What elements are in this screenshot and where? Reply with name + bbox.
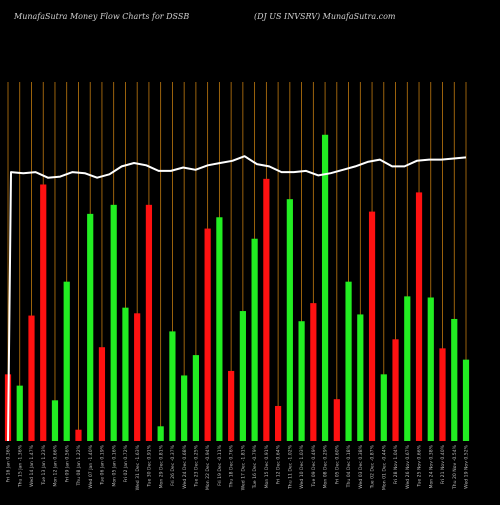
bar [462, 359, 470, 441]
x-tick-label: Wed 17 Dec -1.81% [240, 444, 246, 490]
x-tick-label: Mon 08 Dec 0.29% [323, 444, 329, 488]
x-tick-label: Thu 04 Dec 0.18% [346, 444, 352, 488]
x-tick-label: Fri 12 Dec 0.64% [276, 444, 282, 484]
bar [181, 375, 188, 441]
x-tick-label: Fri 26 Dec -0.37% [170, 444, 176, 485]
x-tick-label: Mon 24 Nov 0.38% [428, 444, 434, 488]
bar [298, 321, 305, 441]
x-tick-label: Mon 15 Dec 0.91% [264, 444, 270, 488]
bar [357, 314, 364, 441]
bar [310, 303, 317, 441]
x-tick-label: Wed 03 Dec 0.38% [358, 444, 364, 488]
x-tick-label: Fri 16 Jan 0.36% [6, 444, 12, 482]
x-tick-label: Wed 26 Nov 0.67% [405, 444, 411, 488]
chart-title: MunafaSutra Money Flow Charts for DSSB [14, 12, 190, 21]
x-tick-label: Wed 19 Nov 0.52% [464, 444, 470, 488]
x-tick-label: Tue 09 Dec 0.49% [311, 444, 317, 487]
bar [427, 297, 434, 441]
bar [28, 315, 35, 441]
x-tick-label: Mon 05 Jan 0.16% [111, 444, 117, 486]
x-tick-label: Tue 16 Dec -0.79% [252, 444, 258, 489]
bar [286, 199, 293, 441]
bar [439, 348, 446, 441]
bar [51, 400, 59, 441]
x-tick-label: Mon 29 Dec 0.81% [158, 444, 164, 488]
bar [63, 281, 70, 441]
x-tick-label: Wed 10 Dec 1.03% [299, 444, 305, 488]
bar [134, 313, 141, 441]
bar [368, 211, 376, 441]
x-tick-label: Tue 02 Dec -0.87% [370, 444, 376, 489]
bar [380, 374, 387, 441]
x-tick-label: Fri 09 Jan 0.56% [64, 444, 70, 482]
x-tick-label: Thu 15 Jan -1.36% [17, 444, 23, 488]
bar [451, 318, 458, 441]
bar [321, 134, 329, 441]
x-tick-label: Fri 19 Dec -0.11% [217, 444, 223, 485]
bar [239, 311, 246, 441]
bar [169, 331, 176, 441]
x-axis-labels: Fri 16 Jan 0.36% Thu 15 Jan -1.36% Wed 14 … [6, 444, 470, 490]
x-tick-label: Thu 18 Dec 0.76% [229, 444, 235, 488]
x-tick-label: Thu 08 Jan 1.22% [76, 444, 82, 486]
bar [216, 217, 223, 441]
x-tick-label: Wed 07 Jan -1.40% [88, 444, 94, 488]
bar [263, 178, 270, 441]
bar [333, 399, 340, 441]
x-tick-label: Thu 20 Nov -0.54% [452, 444, 458, 490]
bar [122, 307, 129, 441]
chart-source: (DJ US INVSRV) MunafaSutra.com [254, 12, 396, 21]
bar [75, 429, 82, 441]
bar [87, 213, 94, 441]
x-tick-label: Mon 12 Jan 0.66% [53, 444, 59, 486]
x-tick-label: Wed 31 Dec -1.63% [135, 444, 141, 490]
bar [40, 184, 47, 442]
x-tick-label: Tue 23 Dec 0.25% [193, 444, 199, 487]
bar [98, 347, 106, 441]
bar [404, 296, 411, 441]
bar [157, 426, 164, 441]
bar [110, 204, 117, 441]
x-tick-label: Tue 06 Jan 0.19% [100, 444, 106, 485]
x-tick-label: Fri 28 Nov 1.04% [393, 444, 399, 484]
x-tick-label: Tue 25 Nov 0.66% [417, 444, 423, 487]
bar [275, 405, 282, 441]
bar [345, 281, 352, 441]
x-tick-label: Tue 30 Dec 0.91% [147, 444, 153, 487]
bar [145, 204, 153, 441]
bar [16, 385, 23, 441]
x-tick-label: Mon 01 Dec -0.44% [381, 444, 387, 490]
money-flow-line [7, 155, 467, 442]
bar [251, 238, 258, 441]
bars [4, 134, 470, 442]
x-tick-label: Fri 21 Nov 0.40% [440, 444, 446, 484]
x-tick-label: Thu 11 Dec -1.02% [287, 444, 293, 490]
x-tick-label: Wed 24 Dec 0.68% [182, 444, 188, 488]
bar [228, 370, 235, 441]
x-tick-label: Wed 14 Jan 1.47% [29, 444, 35, 487]
x-tick-label: Fri 05 Dec 0.60% [334, 444, 340, 484]
bar [415, 192, 423, 441]
bar [204, 228, 211, 441]
bar [192, 355, 199, 441]
line-layer [7, 155, 467, 442]
x-tick-label: Tue 13 Jan 1.23% [41, 444, 47, 485]
bar [392, 339, 399, 441]
x-tick-label: Fri 02 Jan 0.72% [123, 444, 129, 482]
x-tick-label: Mon 22 Dec -0.94% [205, 444, 211, 490]
